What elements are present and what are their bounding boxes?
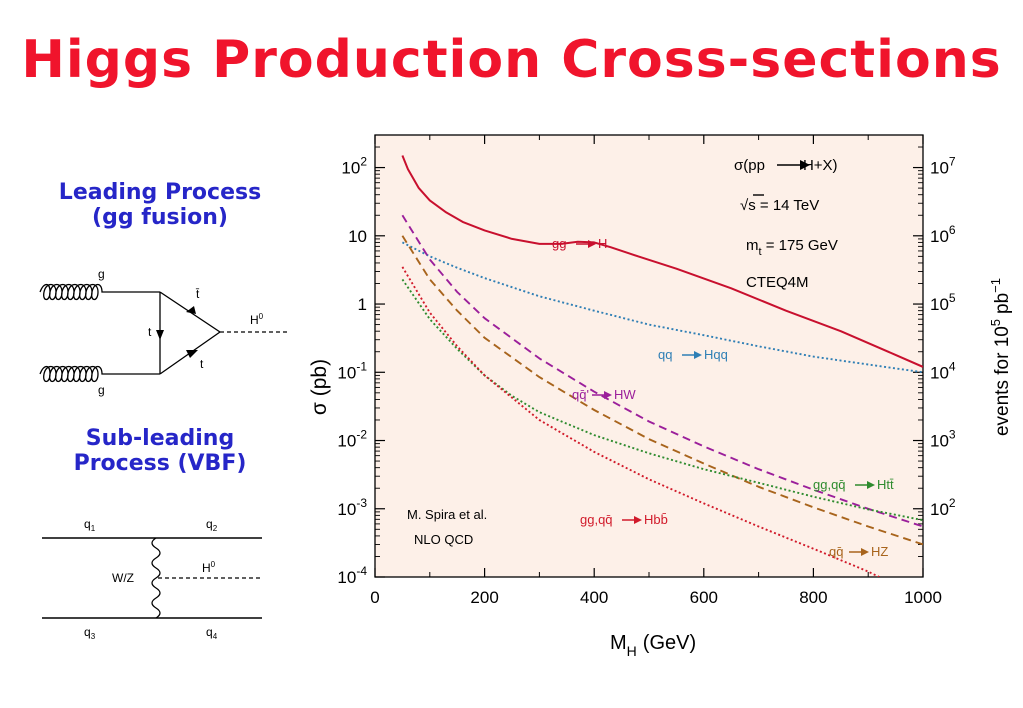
y2-tick-label: 107 <box>930 155 956 178</box>
label-hbb-from: gg,qq̄ <box>580 512 613 527</box>
x-axis-label: MH (GeV) <box>610 632 696 659</box>
series-labels: gg Hqq Hqq qq̄' HW qq̄ HZ gg,qq̄ Htt̄ gg,qq̄ Hbb̄ <box>552 236 894 559</box>
y2-axis-label: events for 105pb−1 <box>988 278 1013 436</box>
y-tick-label: 10-4 <box>337 564 367 587</box>
label-gg-h-from: gg <box>552 236 566 251</box>
label-htt-arrowhead <box>867 481 875 489</box>
label-t-right: t <box>200 357 204 371</box>
label-qq-hz-from: qq̄ <box>829 544 843 559</box>
arrow-left <box>156 330 164 340</box>
label-hbb-arrowhead <box>634 516 642 524</box>
x-tick-label: 1000 <box>904 588 942 607</box>
slide-title: Higgs Production Cross-sections <box>21 30 1002 90</box>
label-qq-hw-to: HW <box>614 387 636 402</box>
gluon-bottom <box>39 365 160 383</box>
label-g-bottom: g <box>98 383 105 397</box>
info-energy: √s = 14 TeV <box>740 197 819 214</box>
x-tick-label: 400 <box>580 588 608 607</box>
x-tick-label: 800 <box>799 588 827 607</box>
label-qq-hz-to: HZ <box>871 544 888 559</box>
subleading-process-line1: Sub-leading <box>85 426 235 451</box>
y2-tick-label: 102 <box>930 496 956 519</box>
gluon-top <box>39 283 160 301</box>
htt-line <box>401 278 923 522</box>
gg-h-line <box>401 155 923 368</box>
leading-process-line2: (gg fusion) <box>92 205 228 230</box>
label-q3: q3 <box>84 625 96 640</box>
series-lines <box>401 155 923 577</box>
info-arrow-head <box>800 160 810 170</box>
label-q2: q2 <box>206 517 218 533</box>
qq-hw-line <box>401 214 923 528</box>
label-hbb-to: Hbb̄ <box>644 512 668 527</box>
qq-hqq-line <box>401 241 923 374</box>
leading-process-line1: Leading Process <box>58 180 262 205</box>
x-tick-label: 0 <box>370 588 379 607</box>
leading-process-label: Leading Process (gg fusion) <box>30 180 290 230</box>
y2-tick-label: 104 <box>930 359 956 382</box>
label-q4: q4 <box>206 625 218 640</box>
axis-ticks: 0 200 400 600 800 1000 102 10 1 10-1 10-2 10-3 10-4 1… <box>337 135 956 607</box>
label-higgs-vbf: H0 <box>202 560 216 575</box>
y-axis-label: σ (pb) <box>308 359 331 415</box>
credit-box: M. Spira et al. NLO QCD <box>407 507 487 547</box>
cross-section-chart: 0 200 400 600 800 1000 102 10 1 10-1 10-2 10-3 10-4 1… <box>308 134 1013 659</box>
y2-tick-label: 106 <box>930 223 956 246</box>
label-gg-h-arrowhead <box>588 240 596 248</box>
info-process: σ(pp H+X) <box>734 157 838 174</box>
y-tick-label: 10-2 <box>337 428 367 451</box>
label-tbar: t̄ <box>196 287 200 301</box>
label-qq-hqq-arrowhead <box>694 351 702 359</box>
y-tick-label: 1 <box>358 295 367 314</box>
x-tick-label: 200 <box>470 588 498 607</box>
label-wz: W/Z <box>112 571 134 585</box>
label-qq-hw-from: qq̄' <box>572 387 589 402</box>
label-qq-hqq-to: Hqq <box>704 347 728 362</box>
credit-author: M. Spira et al. <box>407 507 487 522</box>
info-box: σ(pp H+X) √s = 14 TeV mt = 175 GeV CTEQ4M <box>734 157 838 291</box>
info-mass: mt = 175 GeV <box>746 237 838 258</box>
label-higgs: H0 <box>250 312 264 327</box>
label-gg-h-to: H <box>598 236 607 251</box>
credit-order: NLO QCD <box>414 532 473 547</box>
y2-tick-label: 105 <box>930 291 956 314</box>
y-tick-label: 10-3 <box>337 496 367 519</box>
label-g-top: g <box>98 267 105 281</box>
gg-fusion-diagram: g g t t̄ t H0 <box>39 267 288 397</box>
vbf-diagram: q1 q2 q3 q4 W/Z H0 <box>42 517 262 640</box>
y-tick-label: 102 <box>341 155 367 178</box>
label-qq-hw-arrowhead <box>604 391 612 399</box>
label-htt-from: gg,qq̄ <box>813 477 846 492</box>
label-htt-to: Htt̄ <box>877 477 894 492</box>
boson-line <box>151 537 161 619</box>
qq-hz-line <box>401 235 923 546</box>
y-tick-label: 10-1 <box>337 359 367 382</box>
subleading-process-label: Sub-leading Process (VBF) <box>30 426 290 476</box>
plot-area <box>374 134 924 578</box>
y2-tick-label: 103 <box>930 428 956 451</box>
label-qq-hz-arrowhead <box>861 548 869 556</box>
label-t-left: t <box>148 325 152 339</box>
label-qq-hqq-from: qq <box>658 347 672 362</box>
x-tick-label: 600 <box>690 588 718 607</box>
info-pdf: CTEQ4M <box>746 274 809 291</box>
y-tick-label: 10 <box>348 227 367 246</box>
label-q1: q1 <box>84 517 96 533</box>
subleading-process-line2: Process (VBF) <box>73 451 247 476</box>
arrow-upper <box>186 306 196 314</box>
arrow-lower <box>186 350 198 358</box>
